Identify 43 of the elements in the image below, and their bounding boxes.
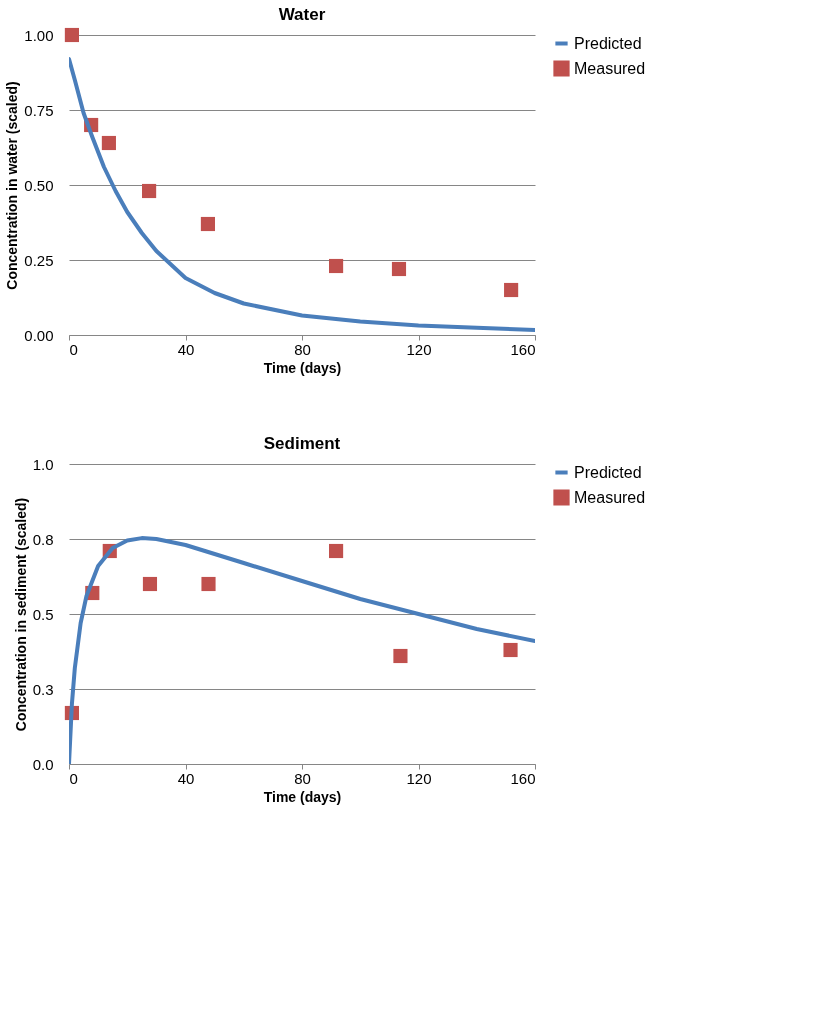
x-tick-label: 160 bbox=[510, 769, 536, 787]
legend-label: Measured bbox=[574, 488, 646, 506]
point bbox=[503, 642, 518, 658]
chart-title: Water bbox=[278, 4, 326, 24]
y-axis-title: Concentration in water (scaled) bbox=[4, 81, 21, 290]
y-tick-label: 0.5 bbox=[32, 605, 54, 623]
x-axis-title: Time (days) bbox=[263, 359, 342, 376]
y-axis-title: Concentration in sediment (scaled) bbox=[12, 497, 29, 732]
y-tick-label: 0.0 bbox=[32, 755, 54, 773]
x-axis-title: Time (days) bbox=[263, 788, 342, 805]
point bbox=[200, 216, 215, 232]
legend-label: Predicted bbox=[574, 34, 642, 52]
y-tick-label: 0.25 bbox=[24, 251, 54, 269]
point bbox=[391, 261, 407, 277]
y-tick-label: 1.0 bbox=[32, 455, 54, 473]
point bbox=[393, 648, 408, 664]
point bbox=[101, 135, 116, 151]
y-tick-label: 0.50 bbox=[24, 176, 54, 194]
chart-title: Sediment bbox=[263, 434, 341, 453]
x-tick-label: 40 bbox=[177, 769, 195, 787]
point bbox=[142, 183, 157, 199]
legend-label: Measured bbox=[574, 59, 646, 77]
point bbox=[329, 258, 344, 274]
point bbox=[142, 576, 158, 592]
point bbox=[504, 282, 519, 298]
legend-label: Predicted bbox=[574, 463, 642, 481]
point bbox=[201, 576, 216, 592]
y-tick-label: 0.3 bbox=[32, 680, 54, 698]
x-tick-label: 0 bbox=[69, 340, 78, 358]
x-tick-label: 0 bbox=[69, 769, 78, 787]
point bbox=[64, 27, 79, 43]
x-tick-label: 40 bbox=[177, 340, 195, 358]
x-tick-label: 120 bbox=[406, 340, 432, 358]
line-series bbox=[69, 57, 535, 332]
y-tick-label: 0.00 bbox=[24, 326, 54, 344]
x-tick-label: 80 bbox=[294, 340, 311, 358]
y-tick-label: 0.8 bbox=[32, 530, 54, 548]
y-tick-label: 0.75 bbox=[24, 101, 54, 119]
x-tick-label: 160 bbox=[510, 340, 536, 358]
y-tick-label: 1.00 bbox=[24, 26, 54, 44]
x-tick-label: 80 bbox=[294, 769, 311, 787]
point bbox=[329, 543, 344, 559]
x-tick-label: 120 bbox=[406, 769, 432, 787]
